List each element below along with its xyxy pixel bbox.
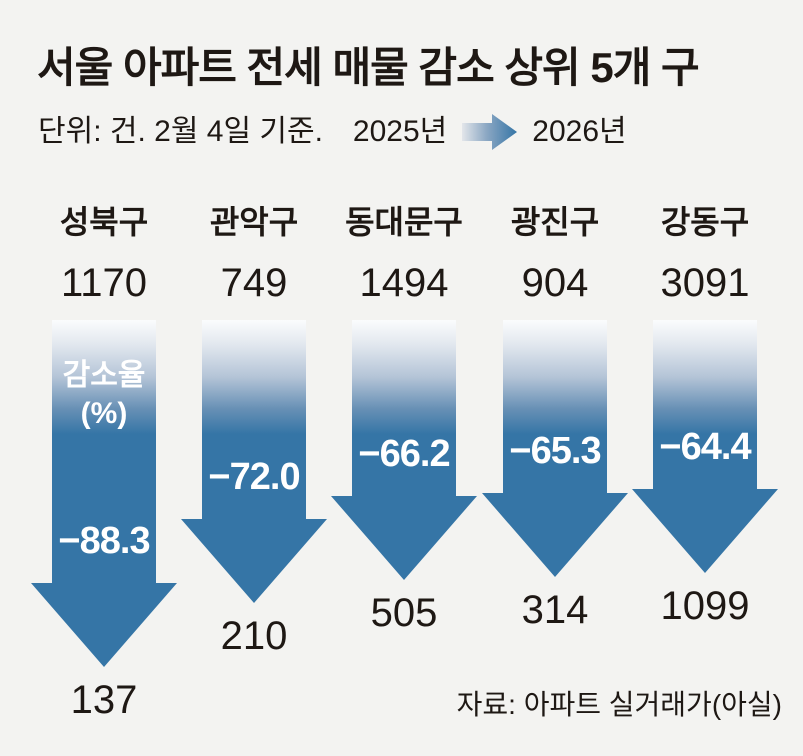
- value-2026-1: 210: [220, 614, 288, 658]
- decline-rate-annotation: 감소율 (%): [29, 357, 179, 433]
- year-legend: 2025년 2026년: [353, 110, 627, 154]
- decline-pct-label-1: −72.0: [208, 456, 300, 498]
- district-label-4: 강동구: [660, 204, 750, 240]
- decline-arrow-2: [331, 320, 477, 580]
- value-2026-4: 1099: [660, 584, 750, 628]
- value-2025-0: 1170: [60, 261, 147, 305]
- decline-arrow-1: [181, 320, 327, 603]
- decline-arrow-0: [31, 320, 177, 667]
- decline-rate-annotation-line1: 감소율: [62, 359, 146, 392]
- district-label-3: 광진구: [510, 204, 600, 240]
- decline-rate-annotation-line2: (%): [80, 397, 128, 430]
- page-title: 서울 아파트 전세 매물 감소 상위 5개 구: [37, 44, 700, 91]
- value-2025-4: 3091: [660, 261, 750, 305]
- unit-note: 단위: 건. 2월 4일 기준.: [38, 115, 323, 148]
- arrow-group: [31, 320, 778, 667]
- value-2025-2: 1494: [359, 261, 449, 305]
- year-transition-arrow-icon: [462, 114, 518, 150]
- decline-arrow-4: [632, 320, 778, 573]
- value-2026-3: 314: [521, 588, 589, 632]
- legend-year-2025: 2025년: [352, 115, 448, 148]
- value-2026-2: 505: [370, 591, 438, 635]
- legend-year-2026: 2026년: [532, 115, 627, 148]
- decline-pct-label-0: −88.3: [58, 520, 150, 562]
- source-credit: 자료: 아파트 실거래가(아실): [456, 689, 782, 720]
- subtitle-row: 단위: 건. 2월 4일 기준. 2025년 2026년: [38, 110, 627, 154]
- decline-pct-label-2: −66.2: [358, 433, 450, 475]
- district-label-0: 성북구: [59, 204, 149, 240]
- value-2026-0: 137: [70, 678, 138, 722]
- decline-pct-label-3: −65.3: [509, 430, 601, 472]
- value-2025-3: 904: [521, 261, 589, 305]
- decline-arrow-3: [482, 320, 628, 577]
- value-2025-1: 749: [220, 261, 288, 305]
- district-label-2: 동대문구: [345, 204, 463, 240]
- district-label-1: 관악구: [209, 204, 299, 240]
- decline-pct-label-4: −64.4: [659, 426, 751, 468]
